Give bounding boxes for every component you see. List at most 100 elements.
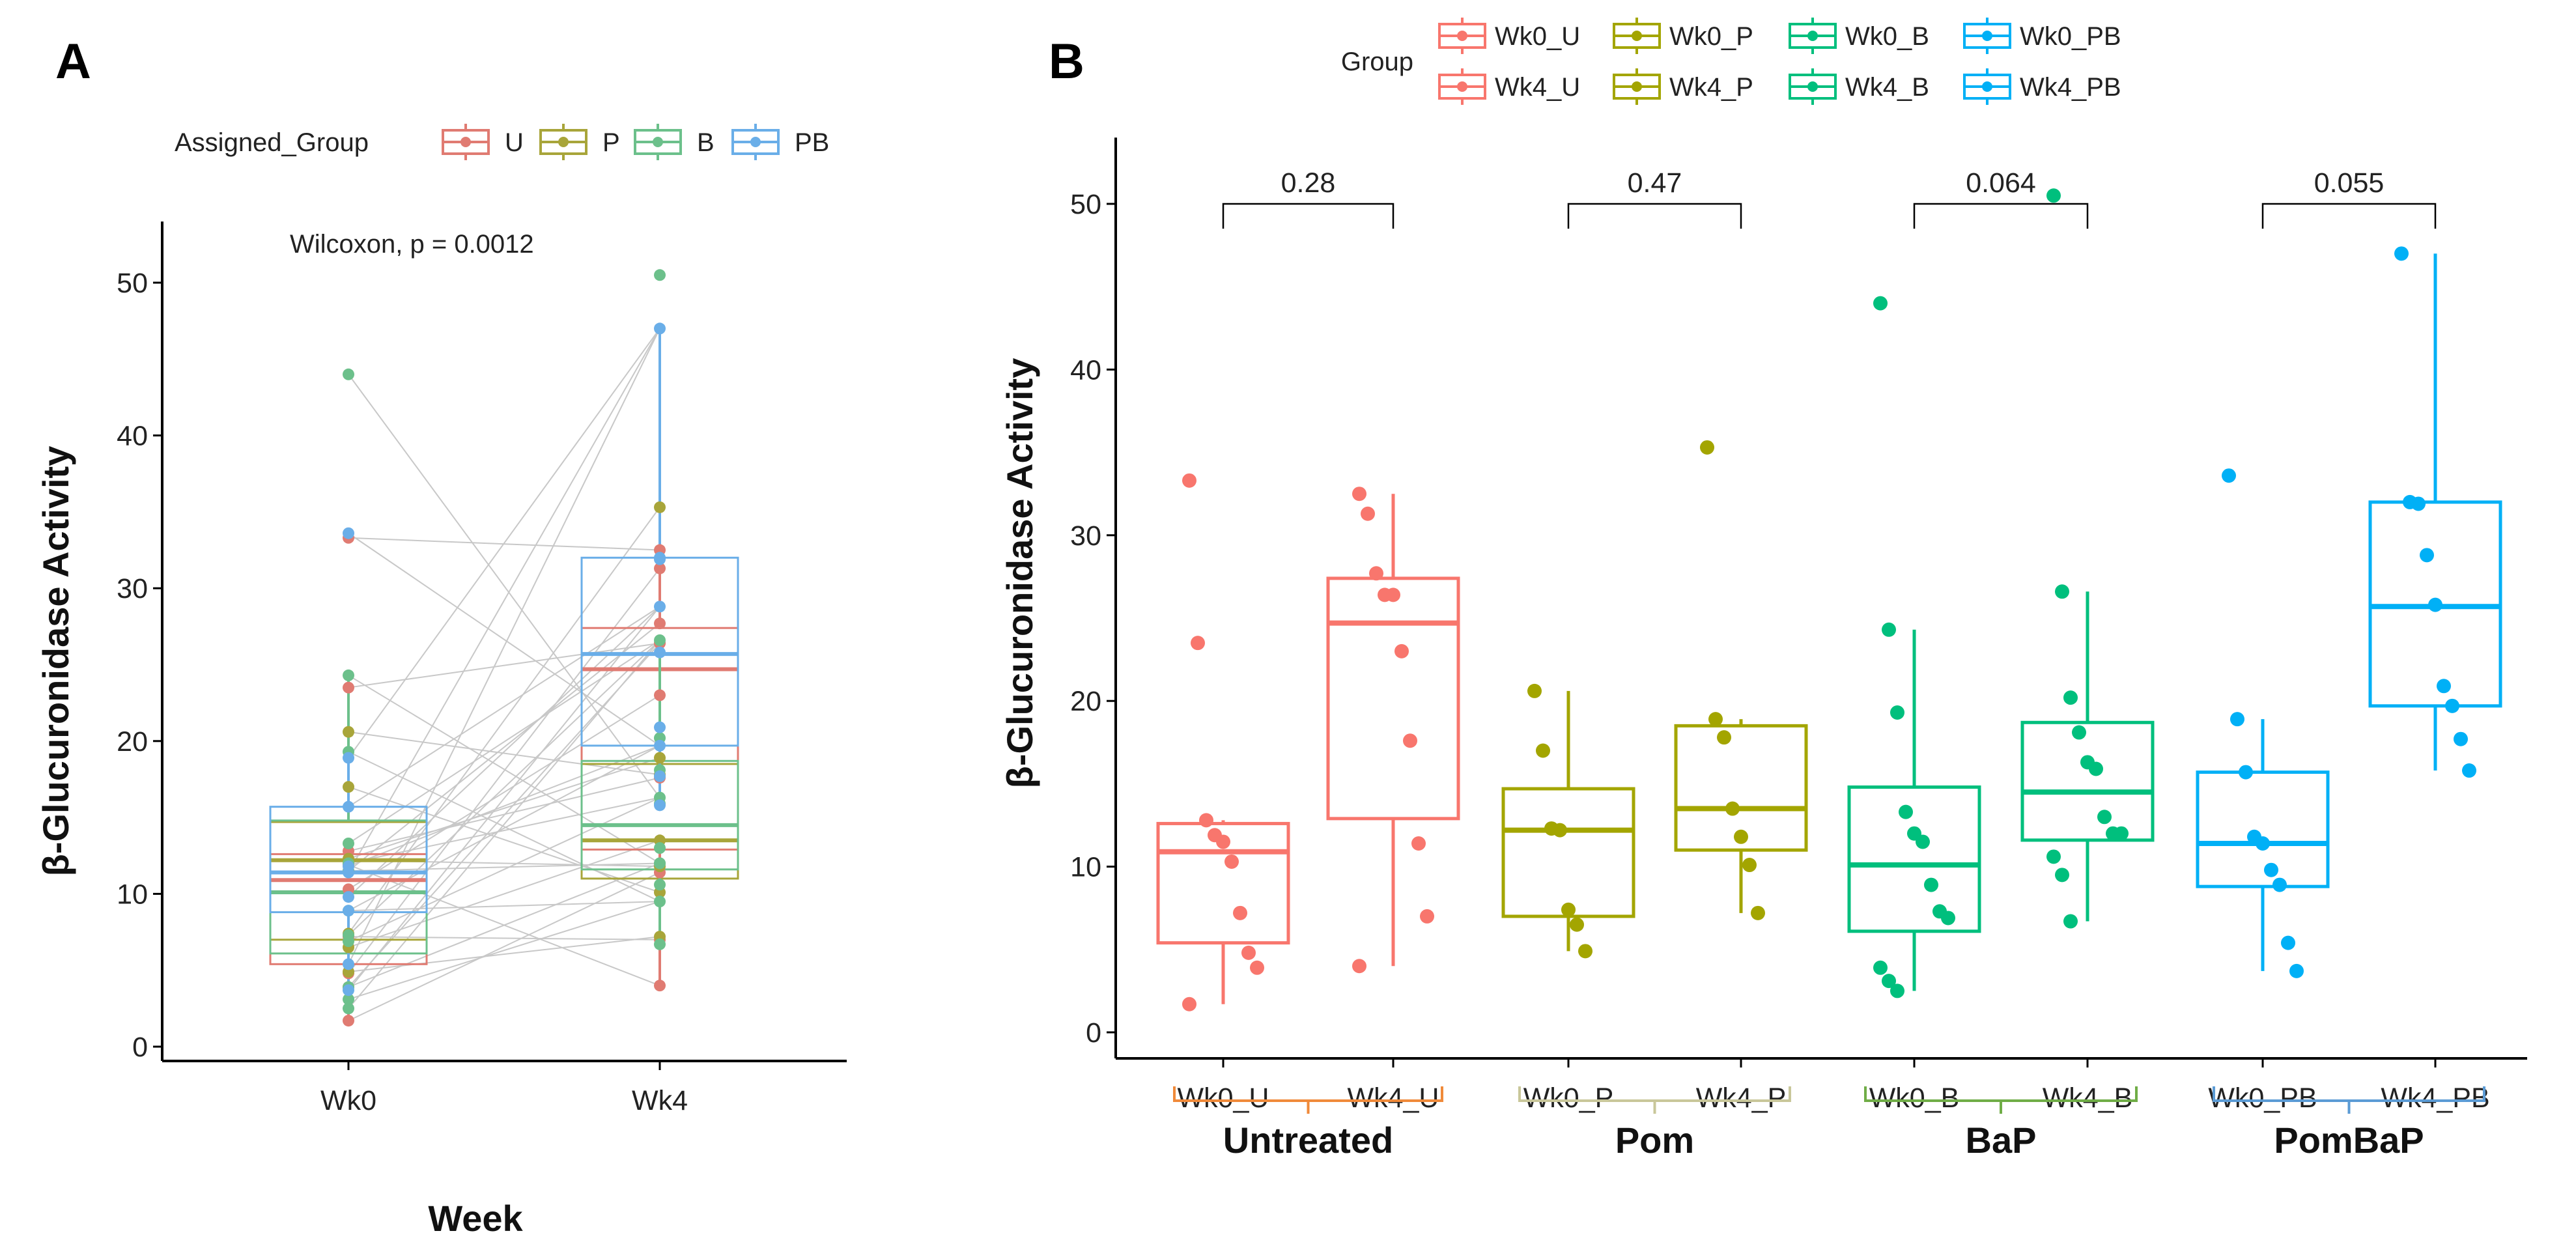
legend-label-u: U bbox=[505, 128, 524, 157]
panel-b-y-axis-title: β-Glucuronidase Activity bbox=[999, 358, 1040, 789]
legend-label-p: P bbox=[602, 128, 620, 157]
paired-line bbox=[348, 623, 660, 871]
data-point-wk0_pb bbox=[2222, 468, 2236, 483]
data-point-wk0_u bbox=[1241, 945, 1256, 960]
legend-wk4_b-point bbox=[1807, 81, 1818, 92]
legend-wk0_pb-key bbox=[1963, 18, 2011, 54]
data-point-wk0_u bbox=[343, 1015, 354, 1027]
paired-line bbox=[348, 507, 660, 934]
data-point-wk4_u bbox=[1394, 643, 1409, 658]
data-point-wk4_p bbox=[1734, 829, 1748, 844]
data-point-wk4_p bbox=[1725, 801, 1740, 816]
treatment-bracket bbox=[2213, 1086, 2485, 1114]
legend-label-wk4_b: Wk4_B bbox=[1845, 73, 1929, 102]
significance-bracket bbox=[1913, 203, 2089, 229]
legend-wk4_p-key bbox=[1613, 68, 1661, 105]
legend-wk0_b-key bbox=[1789, 18, 1837, 54]
legend-label-wk0_pb: Wk0_PB bbox=[2020, 22, 2121, 51]
paired-line bbox=[348, 786, 660, 894]
data-point-wk0_pb bbox=[343, 866, 354, 879]
box-wk0_b bbox=[1847, 629, 1981, 991]
box-iqr bbox=[1156, 821, 1290, 945]
panel-a-y-axis-title: β-Glucuronidase Activity bbox=[35, 446, 76, 877]
treatment-label-pom: Pom bbox=[1615, 1120, 1694, 1161]
legend-wk4_u-key bbox=[1438, 68, 1486, 105]
p-value-label: 0.064 bbox=[1966, 167, 2036, 199]
data-point-wk0_p bbox=[1527, 683, 1542, 698]
x-tick-label-wk0_p: Wk0_P bbox=[1523, 1082, 1614, 1114]
paired-line bbox=[348, 731, 660, 776]
legend-label-wk4_pb: Wk4_PB bbox=[2020, 73, 2121, 102]
panel-a-annotation: Wilcoxon, p = 0.0012 bbox=[290, 230, 534, 259]
data-point-wk4_p bbox=[1700, 440, 1714, 455]
data-point-wk0_u bbox=[1224, 854, 1239, 869]
box-iqr bbox=[1674, 724, 1808, 852]
y-tick-label: 50 bbox=[1070, 189, 1101, 220]
panel-a-legend: U P B PB bbox=[442, 124, 829, 160]
data-point-wk4_pb bbox=[654, 646, 666, 658]
data-point-wk0_pb bbox=[2289, 963, 2304, 978]
data-point-wk4_b bbox=[2046, 188, 2061, 203]
data-point-wk0_pb bbox=[2230, 712, 2244, 727]
data-point-wk0_pb bbox=[2281, 935, 2295, 950]
data-point-wk0_u bbox=[1233, 905, 1247, 920]
legend-label-wk4_u: Wk4_U bbox=[1495, 73, 1580, 102]
paired-line bbox=[348, 862, 660, 872]
data-point-wk4_b bbox=[654, 938, 666, 950]
data-point-wk0_pb bbox=[343, 958, 354, 970]
legend-label-pb: PB bbox=[795, 128, 829, 157]
data-point-wk0_pb bbox=[2239, 765, 2253, 780]
paired-line bbox=[348, 374, 660, 799]
x-tick-label-wk4_b: Wk4_B bbox=[2043, 1082, 2133, 1114]
data-point-wk0_u bbox=[1182, 997, 1196, 1011]
data-point-wk4_pb bbox=[2428, 597, 2442, 612]
data-point-wk4_u bbox=[654, 689, 666, 701]
data-point-wk0_b bbox=[1873, 960, 1888, 975]
data-point-wk0_u bbox=[1216, 834, 1230, 849]
legend-label-wk0_u: Wk0_U bbox=[1495, 22, 1580, 51]
paired-line bbox=[348, 901, 660, 912]
y-tick-label: 10 bbox=[117, 879, 148, 910]
paired-line bbox=[348, 871, 660, 1022]
box-wk4_b bbox=[2020, 591, 2155, 922]
data-point-wk0_u bbox=[1199, 813, 1213, 828]
data-point-wk4_u bbox=[1352, 959, 1366, 974]
data-point-wk4_b bbox=[2114, 826, 2129, 841]
data-point-wk4_b bbox=[2097, 810, 2112, 825]
data-point-wk4_u bbox=[654, 617, 666, 630]
data-point-wk4_pb bbox=[654, 770, 666, 782]
x-tick-label-wk4_u: Wk4_U bbox=[1348, 1082, 1439, 1114]
y-tick-label: 50 bbox=[117, 268, 148, 299]
paired-line bbox=[348, 606, 660, 991]
paired-line bbox=[348, 606, 660, 808]
data-point-wk4_b bbox=[2072, 725, 2086, 740]
data-point-wk4_u bbox=[1369, 566, 1383, 581]
legend-wk0_b-point bbox=[1807, 31, 1818, 41]
data-point-wk4_pb bbox=[2420, 548, 2434, 563]
data-point-wk0_b bbox=[1890, 983, 1904, 998]
p-value-label: 0.47 bbox=[1628, 167, 1682, 199]
x-tick-label-wk0_pb: Wk0_PB bbox=[2208, 1082, 2317, 1114]
data-point-wk4_pb bbox=[654, 553, 666, 565]
data-point-wk0_p bbox=[1570, 917, 1584, 932]
treatment-label-pombap: PomBaP bbox=[2274, 1120, 2424, 1161]
data-point-wk4_p bbox=[1751, 905, 1765, 920]
data-point-wk0_b bbox=[1890, 705, 1904, 720]
y-tick-label: 0 bbox=[1086, 1017, 1101, 1049]
data-point-wk0_b bbox=[343, 993, 354, 1006]
legend-wk0_p-point bbox=[1632, 31, 1642, 41]
data-point-wk4_pb bbox=[654, 322, 666, 335]
panel-a-legend-title: Assigned_Group bbox=[175, 128, 369, 157]
legend-label-wk4_p: Wk4_P bbox=[1669, 73, 1753, 102]
data-point-wk0_pb bbox=[2256, 836, 2270, 851]
data-point-wk4_u bbox=[654, 562, 666, 574]
treatment-label-bap: BaP bbox=[1966, 1120, 2037, 1161]
p-value-label: 0.28 bbox=[1281, 167, 1336, 199]
data-point-wk0_b bbox=[343, 669, 354, 681]
y-tick-label: 30 bbox=[117, 573, 148, 604]
data-point-wk4_b bbox=[2089, 761, 2103, 776]
data-point-wk4_u bbox=[654, 980, 666, 992]
y-tick-label: 20 bbox=[1070, 686, 1101, 717]
data-point-wk0_p bbox=[1561, 902, 1576, 917]
